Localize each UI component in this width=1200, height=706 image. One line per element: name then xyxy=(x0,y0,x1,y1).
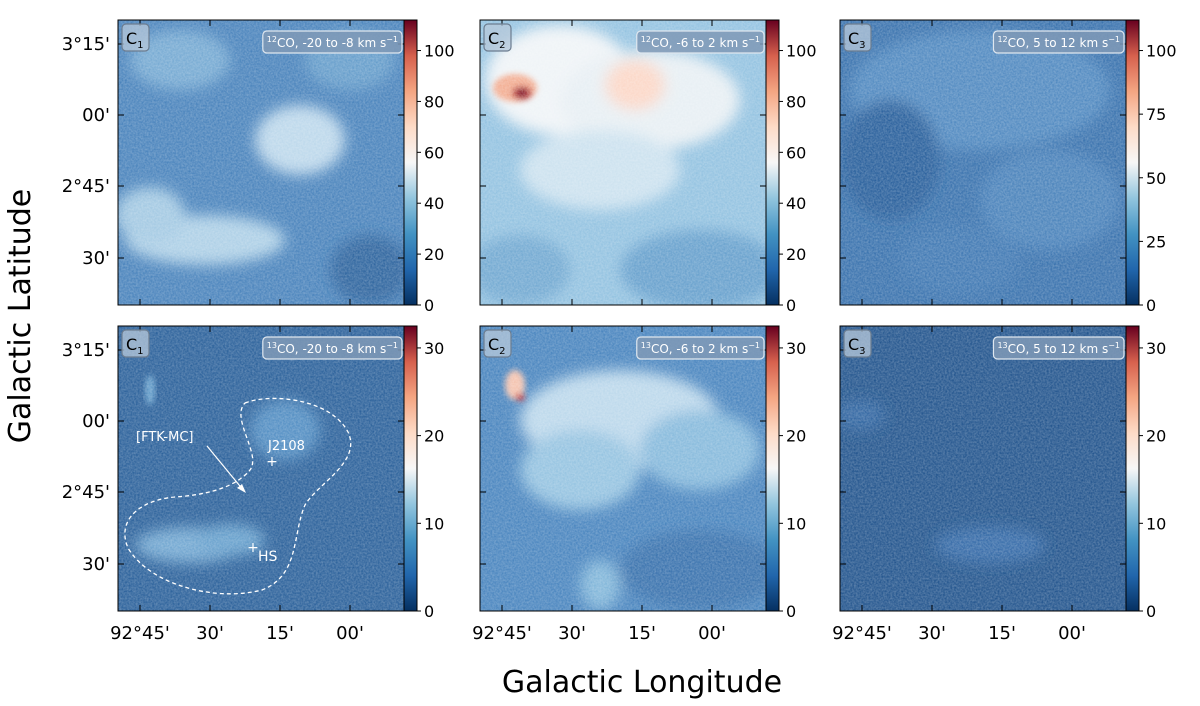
panel-tracer-label-12co-c1: 12CO, -20 to -8 km s−1 xyxy=(267,35,398,50)
colorbar-tick-label: 30 xyxy=(786,339,806,358)
y-tick-label: 2°45' xyxy=(62,482,110,503)
colorbar-tick-label: 0 xyxy=(786,296,796,315)
colorbar-tick-label: 10 xyxy=(786,514,806,533)
panel-tracer-box xyxy=(636,30,765,54)
y-tick-label: 30' xyxy=(82,248,110,269)
panel-tracer-box xyxy=(262,336,403,360)
colorbar-tick-label: 20 xyxy=(424,427,444,446)
panel-tracer-box xyxy=(262,30,403,54)
colorbar-tick-label: 10 xyxy=(1146,514,1166,533)
panel-tracer-label-12co-c2: 12CO, -6 to 2 km s−1 xyxy=(641,35,760,50)
x-tick-label: 92°45' xyxy=(110,623,170,644)
panel-tracer-box xyxy=(636,336,765,360)
ftk-mc-contour xyxy=(124,397,352,595)
colorbar-tick-label: 20 xyxy=(1146,427,1166,446)
panel-12co-c3 xyxy=(839,19,1140,306)
x-tick-label: 00' xyxy=(698,623,726,644)
colorbar-13co-c2 xyxy=(765,325,780,612)
ftk-mc-arrow-head xyxy=(237,484,246,493)
colorbar-tick-label: 100 xyxy=(786,42,817,61)
y-tick-label: 2°45' xyxy=(62,176,110,197)
panel-id-box xyxy=(843,329,872,358)
panel-tracer-box xyxy=(992,30,1125,54)
x-tick-label: 15' xyxy=(266,623,294,644)
colorbar-tick-label: 50 xyxy=(1146,169,1166,188)
colorbar-tick-label: 80 xyxy=(786,92,806,111)
y-tick-label: 30' xyxy=(82,554,110,575)
x-tick-label: 92°45' xyxy=(472,623,532,644)
colorbar-tick-label: 40 xyxy=(786,194,806,213)
colorbar-tick-label: 20 xyxy=(786,427,806,446)
panel-id-box xyxy=(121,23,150,52)
colorbar-tick-label: 0 xyxy=(424,602,434,621)
colorbar-tick-label: 100 xyxy=(424,42,455,61)
ftk-mc-label: [FTK-MC] xyxy=(136,430,193,445)
colorbar-tick-label: 75 xyxy=(1146,105,1166,124)
colorbar-tick-label: 0 xyxy=(424,296,434,315)
hs-label: HS xyxy=(258,549,278,565)
x-tick-label: 30' xyxy=(558,623,586,644)
panel-tracer-label-13co-c1: 13CO, -20 to -8 km s−1 xyxy=(267,341,398,356)
y-tick-label: 00' xyxy=(82,411,110,432)
heatmap-12co-c1 xyxy=(118,20,404,305)
colorbar-tick-label: 20 xyxy=(786,245,806,264)
panel-12co-c2 xyxy=(479,19,780,306)
colorbar-tick-label: 0 xyxy=(786,602,796,621)
panel-id-box xyxy=(843,23,872,52)
heatmap-13co-c2 xyxy=(480,326,766,611)
heatmap-12co-c2 xyxy=(480,20,766,305)
colorbar-tick-label: 80 xyxy=(424,92,444,111)
heatmap-13co-c1 xyxy=(118,326,404,611)
y-tick-label: 00' xyxy=(82,105,110,126)
colorbar-12co-c1 xyxy=(403,19,418,306)
ftk-mc-arrow xyxy=(206,445,245,492)
panel-12co-c1 xyxy=(117,19,418,306)
panel-id-box xyxy=(121,329,150,358)
y-tick-label: 3°15' xyxy=(62,34,110,55)
colorbar-tick-label: 100 xyxy=(1146,42,1177,61)
x-axis-label: Galactic Longitude xyxy=(502,665,782,700)
j2108-label: J2108 xyxy=(267,439,305,454)
x-tick-label: 30' xyxy=(196,623,224,644)
panel-tracer-label-12co-c3: 12CO, 5 to 12 km s−1 xyxy=(997,35,1120,50)
panel-13co-c1: [FTK-MC] + J2108 + HS xyxy=(117,325,418,612)
colorbar-12co-c3 xyxy=(1125,19,1140,306)
colorbar-13co-c1 xyxy=(403,325,418,612)
x-tick-label: 92°45' xyxy=(832,623,892,644)
j2108-marker: + xyxy=(266,454,278,470)
colorbar-tick-label: 60 xyxy=(786,143,806,162)
heatmap-12co-c3 xyxy=(840,20,1126,305)
colorbar-tick-label: 30 xyxy=(1146,339,1166,358)
y-axis-label: Galactic Latitude xyxy=(3,189,38,443)
panel-13co-c3 xyxy=(839,325,1140,612)
colorbar-tick-label: 40 xyxy=(424,194,444,213)
heatmap-13co-c3 xyxy=(840,326,1126,611)
x-tick-label: 15' xyxy=(988,623,1016,644)
colorbar-tick-label: 30 xyxy=(424,339,444,358)
hs-marker: + xyxy=(247,540,259,556)
panel-tracer-label-13co-c2: 13CO, -6 to 2 km s−1 xyxy=(641,341,760,356)
x-tick-label: 00' xyxy=(336,623,364,644)
colorbar-tick-label: 10 xyxy=(424,514,444,533)
panel-13co-c2 xyxy=(479,325,780,612)
panel-id-box xyxy=(483,23,512,52)
colorbar-tick-label: 20 xyxy=(424,245,444,264)
colorbar-12co-c2 xyxy=(765,19,780,306)
panel-tracer-box xyxy=(992,336,1125,360)
colorbar-tick-label: 60 xyxy=(424,143,444,162)
colorbar-13co-c3 xyxy=(1125,325,1140,612)
panel-id-box xyxy=(483,329,512,358)
colorbar-tick-label: 0 xyxy=(1146,296,1156,315)
x-tick-label: 00' xyxy=(1058,623,1086,644)
x-tick-label: 30' xyxy=(918,623,946,644)
panel-tracer-label-13co-c3: 13CO, 5 to 12 km s−1 xyxy=(997,341,1120,356)
y-tick-label: 3°15' xyxy=(62,340,110,361)
colorbar-tick-label: 25 xyxy=(1146,232,1166,251)
colorbar-tick-label: 0 xyxy=(1146,602,1156,621)
x-tick-label: 15' xyxy=(628,623,656,644)
